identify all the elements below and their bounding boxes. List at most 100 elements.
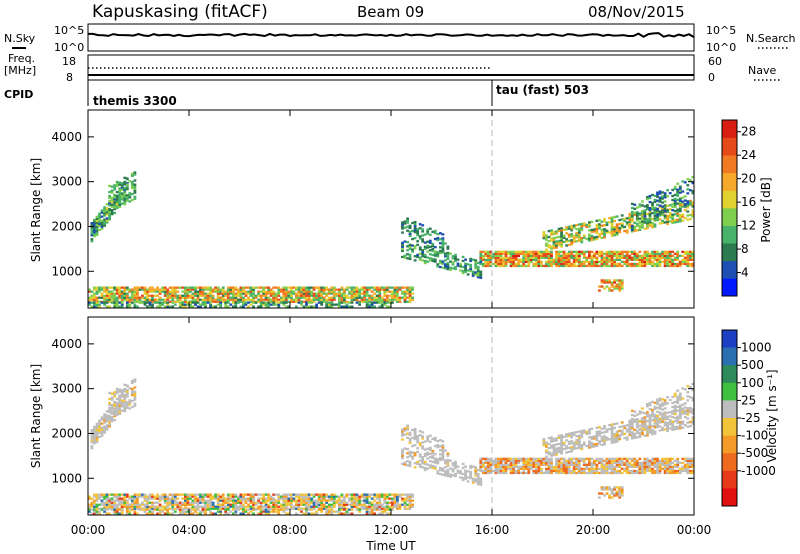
power-cell bbox=[279, 296, 283, 299]
velocity-cell bbox=[264, 512, 268, 515]
power-cell bbox=[678, 218, 682, 221]
power-cell bbox=[90, 230, 94, 233]
power-cell bbox=[570, 241, 574, 244]
velocity-cell bbox=[641, 461, 644, 464]
velocity-cell bbox=[219, 495, 223, 498]
power-cell bbox=[635, 229, 639, 232]
velocity-cell bbox=[620, 459, 624, 462]
power-cell bbox=[300, 296, 303, 299]
power-cell bbox=[110, 296, 114, 299]
power-cell bbox=[588, 262, 591, 266]
velocity-cell bbox=[272, 505, 276, 508]
power-cell bbox=[110, 185, 114, 188]
velocity-cell bbox=[547, 442, 551, 446]
velocity-cell bbox=[572, 433, 576, 436]
power-cell bbox=[120, 184, 124, 187]
power-cell bbox=[686, 262, 690, 266]
velocity-cell bbox=[474, 468, 478, 471]
velocity-cell bbox=[567, 461, 571, 464]
power-cell bbox=[646, 254, 649, 257]
power-cell bbox=[290, 286, 293, 289]
velocity-cell bbox=[590, 427, 594, 430]
velocity-cell bbox=[444, 474, 447, 477]
velocity-cell bbox=[542, 463, 546, 466]
velocity-cell bbox=[406, 460, 409, 463]
power-cell bbox=[264, 303, 268, 306]
velocity-cell bbox=[537, 463, 541, 466]
power-cell bbox=[181, 286, 185, 289]
velocity-cell bbox=[651, 459, 654, 462]
velocity-cell bbox=[158, 495, 162, 498]
power-cell bbox=[161, 288, 164, 291]
velocity-cell bbox=[618, 459, 622, 462]
power-cell bbox=[590, 262, 594, 266]
power-cell bbox=[130, 292, 134, 295]
power-cell bbox=[613, 250, 616, 253]
power-cell bbox=[481, 258, 485, 261]
power-cell bbox=[123, 290, 127, 293]
power-cell bbox=[300, 303, 303, 306]
power-cell bbox=[625, 260, 629, 263]
power-cell bbox=[620, 254, 624, 257]
power-cell bbox=[651, 256, 654, 259]
power-cell bbox=[454, 265, 457, 269]
velocity-cell bbox=[547, 451, 551, 454]
velocity-cell bbox=[560, 465, 563, 468]
velocity-cell bbox=[588, 432, 591, 435]
power-cell bbox=[393, 288, 397, 291]
power-cell bbox=[532, 258, 536, 261]
power-cell bbox=[267, 303, 271, 306]
velocity-cell bbox=[282, 495, 286, 498]
power-cell bbox=[327, 298, 331, 301]
power-cell bbox=[633, 211, 637, 214]
velocity-cell bbox=[545, 445, 548, 448]
velocity-cell bbox=[214, 512, 217, 515]
power-cell bbox=[560, 237, 563, 240]
velocity-cell bbox=[375, 505, 379, 508]
velocity-cell bbox=[577, 438, 581, 441]
velocity-cell bbox=[297, 508, 301, 511]
velocity-cell bbox=[413, 438, 417, 441]
power-cell bbox=[406, 241, 409, 244]
velocity-cell bbox=[552, 437, 556, 441]
velocity-cell bbox=[681, 457, 685, 460]
power-cell bbox=[98, 288, 101, 291]
power-cell bbox=[199, 286, 202, 289]
velocity-cell bbox=[418, 455, 422, 458]
power-cell bbox=[686, 178, 690, 181]
velocity-cell bbox=[570, 436, 574, 439]
power-cell bbox=[492, 252, 495, 255]
velocity-cell bbox=[103, 501, 106, 504]
power-cell bbox=[161, 290, 164, 293]
velocity-cell bbox=[118, 390, 122, 393]
velocity-cell bbox=[108, 407, 111, 410]
velocity-cell bbox=[658, 459, 662, 462]
power-cell bbox=[330, 303, 334, 306]
power-cell bbox=[199, 292, 202, 295]
power-cell bbox=[497, 262, 500, 266]
velocity-cell bbox=[633, 461, 637, 464]
power-cell bbox=[633, 203, 637, 206]
velocity-cell bbox=[297, 503, 301, 506]
velocity-cell bbox=[570, 459, 574, 462]
velocity-cell bbox=[98, 510, 101, 513]
power-cell bbox=[494, 252, 498, 255]
power-cell bbox=[163, 292, 167, 295]
velocity-cell bbox=[406, 436, 409, 439]
velocity-cell bbox=[426, 437, 430, 440]
velocity-cell bbox=[439, 449, 442, 452]
power-cell bbox=[307, 290, 311, 293]
power-cell bbox=[673, 197, 677, 201]
power-cell bbox=[282, 286, 286, 289]
velocity-cell bbox=[239, 507, 243, 510]
power-cell bbox=[575, 252, 579, 255]
velocity-cell bbox=[148, 508, 152, 511]
power-cell bbox=[423, 241, 427, 244]
power-cell bbox=[146, 290, 149, 293]
velocity-cell bbox=[590, 437, 594, 441]
power-cell bbox=[113, 303, 117, 306]
power-cell bbox=[231, 286, 235, 289]
power-cell bbox=[444, 263, 447, 266]
power-colorbar-swatch bbox=[722, 190, 737, 209]
velocity-cell bbox=[678, 461, 682, 464]
